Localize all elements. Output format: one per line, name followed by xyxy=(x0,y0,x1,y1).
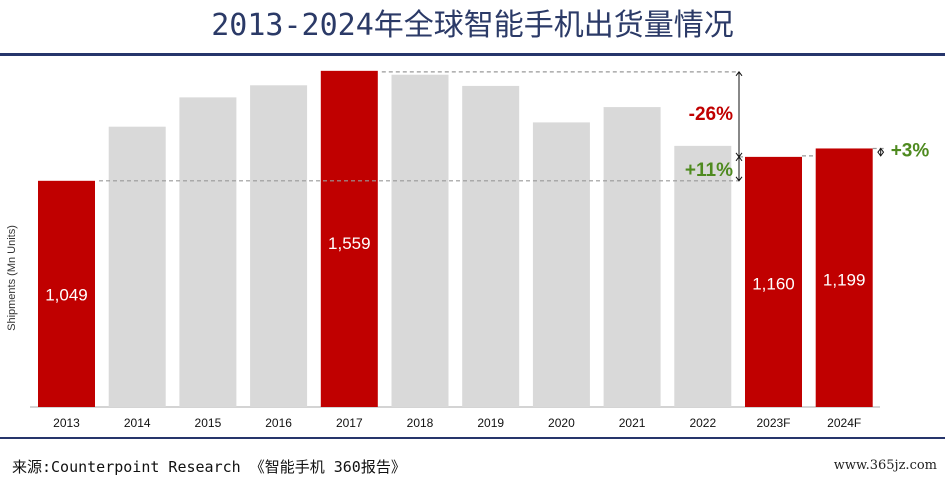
bar-2015 xyxy=(179,97,237,408)
bar-2023f xyxy=(745,156,802,407)
arrow-head xyxy=(877,151,885,157)
annotation-negative: -26% xyxy=(689,104,733,125)
arrow-head xyxy=(877,147,885,153)
bar-2021 xyxy=(603,107,661,408)
source-note: 来源:Counterpoint Research 《智能手机 360报告》 xyxy=(12,458,406,476)
bar-chart: Shipments (Mn Units) 2013 1,049 2014 2015 20… xyxy=(6,70,930,430)
bar-2019 xyxy=(462,85,520,407)
bar-2020 xyxy=(532,122,590,407)
x-tick-label: 2022 xyxy=(689,416,716,430)
title-underline xyxy=(0,53,945,56)
arrow-head xyxy=(735,71,743,77)
bar-2017 xyxy=(320,70,378,407)
bar-2014 xyxy=(108,126,166,407)
watermark-text: www.365jz.com xyxy=(833,458,937,473)
annotation-positive: +3% xyxy=(891,140,930,161)
footer-divider xyxy=(0,437,945,439)
arrow-head xyxy=(735,156,743,162)
x-tick-label: 2023F xyxy=(756,416,790,430)
arrow-head xyxy=(735,176,743,182)
x-tick-label: 2021 xyxy=(619,416,646,430)
x-tick-label: 2016 xyxy=(265,416,292,430)
bar-2013 xyxy=(38,180,95,407)
bar-2022 xyxy=(674,145,732,408)
x-tick-label: 2015 xyxy=(195,416,222,430)
data-label: 1,199 xyxy=(823,270,866,289)
x-tick-label: 2014 xyxy=(124,416,151,430)
x-tick-label: 2018 xyxy=(407,416,434,430)
y-axis-label: Shipments (Mn Units) xyxy=(6,225,18,331)
x-tick-label: 2017 xyxy=(336,416,363,430)
bar-2016 xyxy=(250,85,308,407)
x-tick-label: 2019 xyxy=(477,416,504,430)
data-label: 1,049 xyxy=(45,286,88,305)
annotation-positive: +11% xyxy=(685,160,733,181)
x-tick-label: 2020 xyxy=(548,416,575,430)
x-tick-label: 2024F xyxy=(827,416,861,430)
data-label: 1,559 xyxy=(328,234,371,253)
bar-2018 xyxy=(391,74,449,408)
x-tick-label: 2013 xyxy=(53,416,80,430)
bar-2024f xyxy=(815,148,873,407)
data-label: 1,160 xyxy=(752,274,795,293)
chart-title: 2013-2024年全球智能手机出货量情况 xyxy=(211,8,734,43)
